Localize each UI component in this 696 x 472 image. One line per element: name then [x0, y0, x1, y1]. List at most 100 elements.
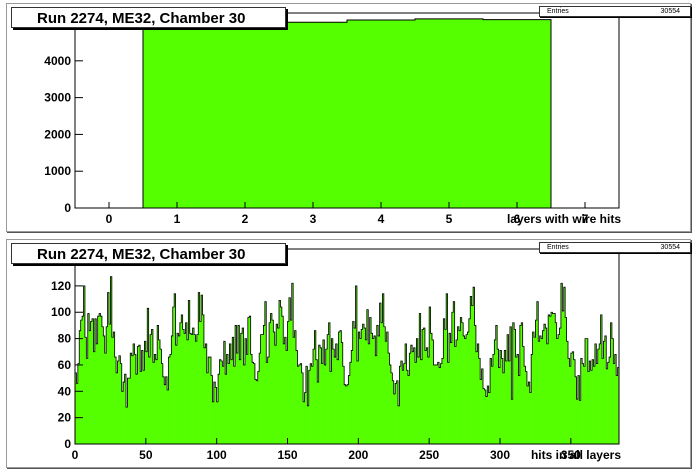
histogram-bin — [424, 350, 427, 444]
histogram-bin — [480, 379, 482, 444]
histogram-bin — [586, 338, 589, 444]
histogram-bin — [515, 357, 518, 444]
histogram-bin — [165, 376, 168, 444]
stats-label: Entries — [547, 8, 569, 15]
histogram-bin — [594, 343, 597, 444]
histogram-bin — [97, 316, 100, 444]
histogram-bin — [398, 405, 400, 444]
histogram-bin — [111, 337, 114, 444]
histogram-bin — [152, 362, 155, 444]
histogram-bin — [150, 334, 152, 444]
histogram-bin — [423, 328, 426, 444]
x-tick-label: 350 — [561, 448, 581, 462]
y-tick-label: 0 — [64, 201, 71, 215]
y-tick-label: 120 — [51, 279, 71, 293]
histogram-bin — [495, 325, 498, 444]
histogram-bin — [160, 349, 162, 444]
x-tick-label: 250 — [419, 448, 439, 462]
histogram-bin — [562, 310, 565, 444]
histogram-bin — [589, 360, 591, 444]
histogram-bin — [549, 316, 552, 444]
histogram-bin — [332, 349, 335, 444]
histogram-bin — [127, 378, 130, 444]
histogram-bin — [318, 345, 321, 444]
histogram-bin — [342, 366, 345, 444]
histogram-bin — [490, 358, 492, 444]
histogram-bin — [517, 354, 519, 444]
histogram-bin — [529, 392, 532, 444]
histogram-bin — [174, 293, 176, 444]
histogram-bin — [143, 370, 145, 444]
histogram-bin — [99, 313, 101, 444]
y-tick-label: 1000 — [44, 164, 71, 178]
x-tick-label: 3 — [310, 212, 317, 226]
histogram-bin — [145, 351, 148, 444]
histogram-bin — [456, 339, 458, 444]
histogram-bin — [417, 357, 420, 444]
histogram-bin — [437, 362, 440, 444]
stats-box: Entries 30554 — [539, 6, 691, 17]
histogram-bin — [381, 322, 383, 444]
y-tick-label: 2000 — [44, 127, 71, 141]
histogram-bin — [215, 387, 217, 444]
histogram-bin — [407, 375, 410, 444]
histogram-bin — [385, 341, 387, 444]
histogram-bin — [429, 306, 431, 444]
histogram-bin — [330, 371, 332, 444]
histogram-bin — [185, 322, 188, 444]
histogram-bin — [406, 370, 409, 444]
histogram-bin — [321, 363, 324, 444]
histogram-bin — [468, 318, 471, 444]
histogram-bin — [592, 359, 594, 444]
histogram-bin — [375, 355, 378, 444]
histogram-bin — [572, 351, 574, 444]
histogram-bin — [481, 368, 484, 444]
histogram-bin — [522, 346, 525, 444]
histogram-bin — [138, 345, 141, 444]
histogram-bin — [277, 328, 280, 444]
histogram-bin — [223, 341, 226, 444]
histogram-bin — [235, 325, 237, 444]
histogram-bin — [497, 349, 499, 444]
x-tick-label: 6 — [514, 212, 521, 226]
x-tick-label: 1 — [174, 212, 181, 226]
histogram-bin — [259, 353, 261, 444]
histogram-bin — [369, 317, 372, 444]
histogram-bin — [568, 358, 570, 444]
histogram-bin — [388, 353, 390, 444]
plot-frame — [74, 248, 620, 445]
histogram-bin — [89, 330, 91, 444]
histogram-bin — [599, 343, 601, 444]
histogram-bin — [543, 324, 546, 444]
histogram-bin — [436, 364, 438, 444]
histogram-bin — [226, 354, 229, 444]
x-tick-label: 50 — [139, 448, 153, 462]
histogram-bin — [168, 357, 171, 444]
histogram-bin — [201, 295, 203, 444]
histogram-bin — [393, 393, 396, 444]
histogram-bin — [531, 354, 533, 444]
histogram-bin — [366, 309, 369, 444]
histogram-bar — [211, 21, 279, 209]
histogram-bin — [514, 329, 516, 444]
histogram-bin — [613, 363, 616, 444]
histogram-bin — [124, 374, 127, 444]
histogram-bin — [526, 386, 529, 444]
histogram-bin — [447, 362, 450, 444]
histogram-bin — [169, 354, 172, 444]
histogram-bar — [279, 22, 347, 208]
histogram-bin — [460, 317, 463, 444]
histogram-bin — [534, 337, 536, 444]
histogram-bin — [232, 337, 234, 444]
histogram-bin — [405, 343, 407, 444]
histogram-bin — [396, 380, 399, 444]
y-tick-label: 20 — [58, 411, 72, 425]
histogram-bin — [107, 292, 110, 444]
histogram-bin — [82, 316, 84, 444]
histogram-bin — [467, 332, 470, 444]
histogram-bin — [483, 388, 485, 444]
histogram-bin — [610, 322, 613, 444]
histogram-bin — [172, 306, 175, 444]
histogram-bin — [250, 354, 253, 444]
histogram-bin — [154, 354, 157, 444]
